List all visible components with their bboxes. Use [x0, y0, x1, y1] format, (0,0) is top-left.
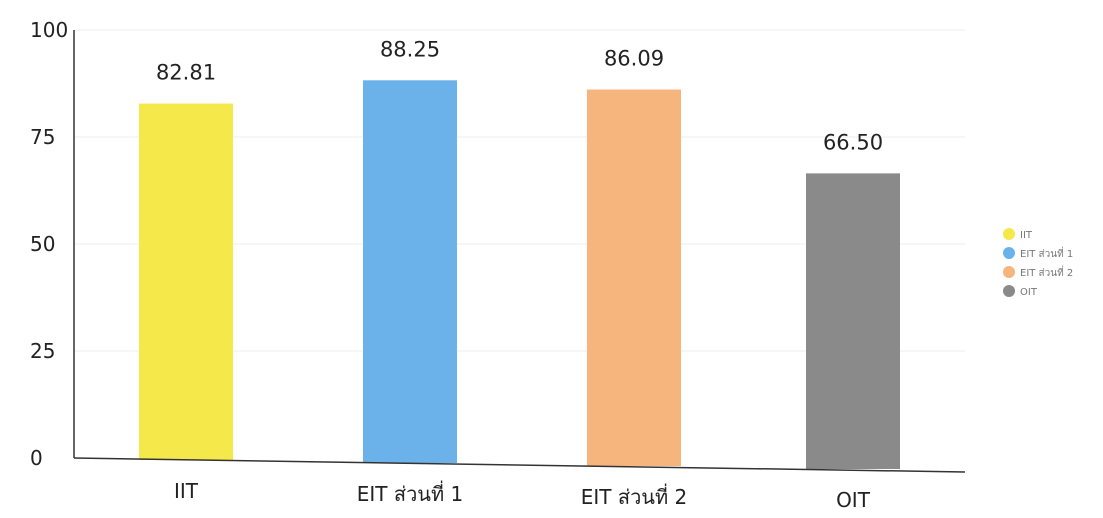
- y-tick-label: 0: [30, 446, 43, 470]
- legend-label: EIT ส่วนที่ 1: [1020, 246, 1073, 260]
- bar: [806, 173, 900, 469]
- legend-swatch: [1003, 247, 1015, 259]
- legend-label: OIT: [1020, 287, 1038, 298]
- bar-value-label: 88.25: [380, 37, 440, 61]
- legend-swatch: [1003, 228, 1015, 240]
- bar: [363, 80, 457, 463]
- bar-value-label: 86.09: [604, 47, 664, 71]
- x-category-label: OIT: [836, 488, 871, 512]
- bar-value-label: 66.50: [823, 130, 883, 154]
- legend-swatch: [1003, 285, 1015, 297]
- y-tick-label: 25: [30, 339, 55, 363]
- legend-label: EIT ส่วนที่ 2: [1020, 265, 1073, 279]
- x-category-label: EIT ส่วนที่ 1: [357, 480, 463, 506]
- legend: IIT EIT ส่วนที่ 1 EIT ส่วนที่ 2 OIT: [1003, 228, 1073, 298]
- y-tick-label: 75: [30, 125, 55, 149]
- y-tick-label: 100: [30, 18, 68, 42]
- bar: [139, 103, 233, 461]
- legend-label: IIT: [1020, 230, 1033, 241]
- x-category-label: EIT ส่วนที่ 2: [581, 483, 687, 509]
- x-axis-line: [73, 457, 966, 473]
- bar-value-label: 82.81: [156, 61, 216, 85]
- x-category-label: IIT: [174, 479, 199, 503]
- bar: [587, 89, 681, 467]
- legend-swatch: [1003, 266, 1015, 278]
- y-tick-label: 50: [30, 232, 55, 256]
